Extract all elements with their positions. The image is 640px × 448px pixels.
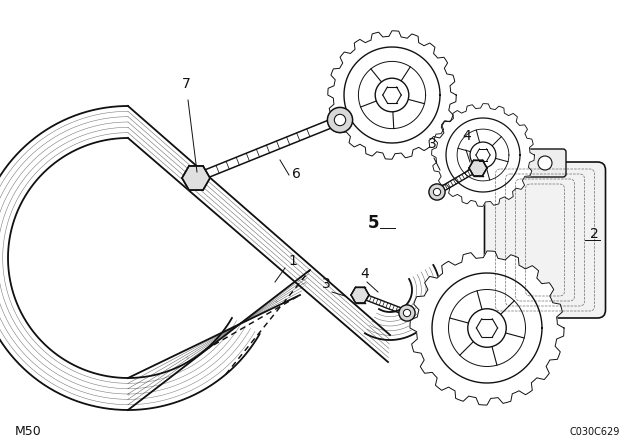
Polygon shape <box>0 106 128 410</box>
Text: 4: 4 <box>462 129 471 143</box>
Text: 7: 7 <box>182 77 191 91</box>
Circle shape <box>433 188 441 196</box>
Text: 3: 3 <box>322 277 331 291</box>
Circle shape <box>403 310 411 317</box>
Circle shape <box>375 78 409 112</box>
Text: M50: M50 <box>15 425 42 438</box>
Circle shape <box>334 114 346 126</box>
Text: 5: 5 <box>368 214 380 232</box>
Circle shape <box>468 309 506 347</box>
Circle shape <box>470 142 496 168</box>
Text: 1: 1 <box>288 254 297 268</box>
Polygon shape <box>431 103 534 207</box>
Text: 2: 2 <box>590 227 599 241</box>
Text: 4: 4 <box>360 267 369 281</box>
Text: C030C629: C030C629 <box>570 427 620 437</box>
Polygon shape <box>469 160 487 176</box>
Circle shape <box>538 156 552 170</box>
Polygon shape <box>410 251 564 405</box>
FancyBboxPatch shape <box>524 149 566 177</box>
Circle shape <box>328 108 353 133</box>
Circle shape <box>429 184 445 200</box>
Polygon shape <box>328 31 456 159</box>
Text: 6: 6 <box>292 167 301 181</box>
Polygon shape <box>351 287 369 303</box>
Polygon shape <box>182 166 210 190</box>
Text: 3: 3 <box>428 137 436 151</box>
Circle shape <box>399 305 415 321</box>
FancyBboxPatch shape <box>484 162 605 318</box>
